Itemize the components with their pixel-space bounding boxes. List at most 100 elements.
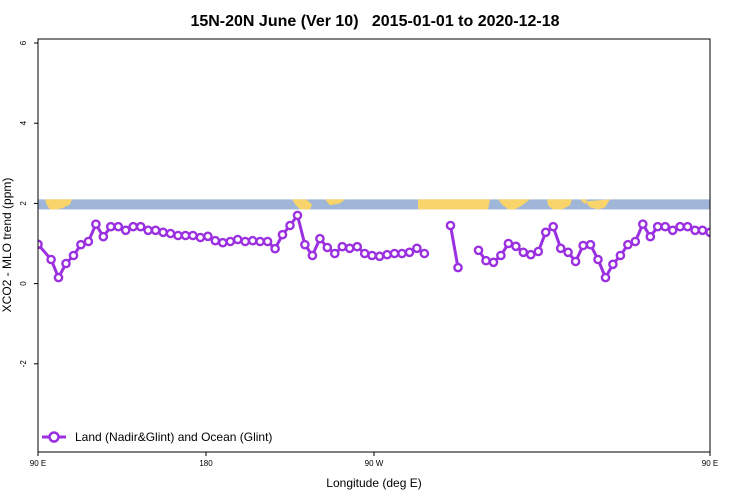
data-point (600, 272, 611, 283)
data-point (623, 239, 633, 250)
data-point (697, 225, 708, 236)
data-point (563, 247, 573, 258)
land-patch (292, 199, 312, 210)
data-point (570, 256, 581, 267)
data-point (195, 232, 206, 243)
data-point (285, 220, 295, 231)
data-point (232, 234, 243, 245)
data-point (397, 248, 407, 259)
data-point (240, 236, 250, 247)
data-point (359, 248, 370, 259)
data-point (225, 236, 236, 247)
data-point (352, 241, 363, 252)
land-patch (580, 199, 587, 205)
data-point (481, 255, 491, 266)
y-axis-label: XCO2 - MLO trend (ppm) (0, 178, 14, 313)
data-point (83, 236, 94, 247)
x-tick-label: 180 (199, 459, 213, 468)
data-point (615, 250, 626, 261)
x-tick-label: 90 E (30, 459, 46, 468)
data-point (496, 250, 506, 261)
data-point (374, 251, 385, 262)
data-point (630, 236, 641, 247)
data-point (277, 229, 288, 240)
data-point (270, 243, 280, 254)
plot-frame (37, 38, 711, 453)
data-point (682, 221, 693, 232)
series-line (449, 225, 460, 268)
y-tick-label: 0 (19, 281, 28, 286)
data-point (247, 235, 258, 246)
ocean-band (38, 199, 710, 210)
data-point (173, 230, 183, 241)
land-patch (325, 199, 345, 206)
data-point (453, 262, 463, 273)
chart-title: 15N-20N June (Ver 10) 2015-01-01 to 2020… (190, 13, 559, 30)
data-point (315, 233, 325, 244)
y-tick-label: 4 (19, 120, 28, 125)
data-point (68, 250, 79, 261)
series-layer (38, 210, 710, 283)
data-point (188, 230, 198, 241)
data-point (690, 225, 700, 236)
data-point (412, 243, 422, 254)
data-point (555, 243, 566, 254)
data-point (120, 225, 131, 236)
data-point (329, 248, 340, 259)
data-point (608, 259, 618, 270)
land-patch (547, 199, 572, 210)
land-patch (45, 199, 72, 210)
y-tick-label: -2 (19, 360, 28, 368)
data-point (548, 221, 559, 232)
y-tick-label: 2 (19, 201, 28, 206)
data-point (667, 225, 678, 236)
data-point (210, 235, 221, 246)
data-point (344, 243, 355, 254)
data-point (61, 258, 71, 269)
data-point (645, 231, 656, 242)
data-point (150, 225, 161, 236)
data-point (98, 231, 109, 242)
data-point (292, 210, 303, 221)
data-point (585, 239, 596, 250)
data-point (113, 221, 124, 232)
data-point (46, 254, 56, 265)
land-patch (418, 199, 490, 210)
data-point (307, 250, 318, 261)
x-axis: 90 E 180 90 W 90 E (30, 452, 718, 468)
data-point (705, 227, 710, 238)
data-point (91, 219, 101, 229)
data-point (389, 248, 400, 259)
data-point (76, 239, 86, 250)
data-point (135, 221, 146, 232)
data-point (128, 221, 138, 232)
data-point (165, 228, 176, 239)
y-tick-label: 6 (19, 40, 28, 45)
data-point (488, 257, 499, 268)
data-point (300, 239, 310, 250)
data-point (143, 225, 153, 236)
data-point (180, 230, 191, 241)
data-point (106, 221, 116, 232)
x-axis-label: Longitude (deg E) (326, 476, 421, 490)
data-point (445, 220, 456, 231)
data-point (638, 219, 648, 229)
land-patch (498, 199, 530, 210)
legend: Land (Nadir&Glint) and Ocean (Glint) (42, 430, 272, 444)
data-point (540, 227, 551, 238)
data-point (473, 245, 484, 256)
data-point (660, 221, 671, 232)
x-tick-label: 90 E (702, 459, 718, 468)
data-point (203, 231, 213, 242)
data-point (533, 246, 544, 257)
data-point (652, 221, 663, 232)
data-point (382, 249, 392, 260)
land-patch (585, 199, 610, 210)
data-point (526, 249, 536, 260)
data-point (367, 250, 377, 261)
y-axis: -2 0 2 4 6 (19, 40, 38, 367)
data-point (518, 247, 529, 258)
data-point (578, 240, 588, 251)
data-point (217, 237, 228, 248)
